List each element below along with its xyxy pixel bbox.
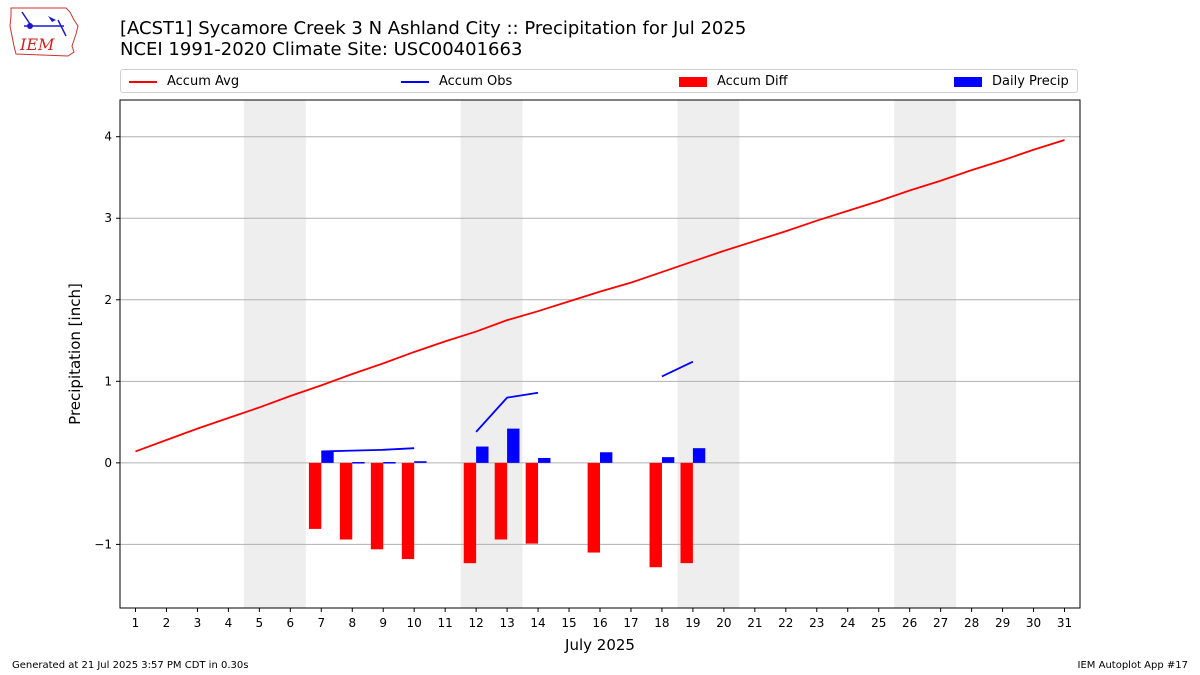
legend-label: Accum Obs bbox=[439, 74, 513, 89]
daily-precip-bar bbox=[600, 452, 613, 463]
accum-obs-line bbox=[321, 447, 415, 453]
x-axis-label: July 2025 bbox=[564, 636, 635, 654]
iem-logo: IEM bbox=[8, 6, 80, 58]
accum-diff-bar bbox=[308, 462, 322, 529]
legend-swatch bbox=[401, 80, 429, 83]
legend: Accum Avg Accum Obs Accum Diff Daily Pre… bbox=[120, 69, 1078, 93]
x-tick-label: 6 bbox=[287, 616, 295, 630]
accum-diff-bar bbox=[525, 462, 539, 544]
weekend-band bbox=[243, 100, 306, 608]
daily-precip-bar bbox=[321, 451, 334, 463]
x-tick-label: 29 bbox=[995, 616, 1010, 630]
daily-precip-bar bbox=[476, 446, 489, 463]
y-tick-label: 1 bbox=[104, 374, 112, 388]
x-tick-label: 14 bbox=[530, 616, 545, 630]
x-tick-label: 20 bbox=[716, 616, 731, 630]
x-tick-label: 9 bbox=[379, 616, 387, 630]
daily-precip-bar bbox=[692, 448, 706, 463]
daily-precip-bar bbox=[383, 462, 396, 464]
logo-text: IEM bbox=[19, 35, 55, 54]
accum-diff-bar bbox=[463, 462, 477, 564]
x-tick-label: 11 bbox=[438, 616, 453, 630]
accum-obs-line bbox=[661, 360, 694, 378]
x-tick-label: 17 bbox=[623, 616, 638, 630]
x-tick-label: 16 bbox=[592, 616, 607, 630]
x-tick-label: 24 bbox=[840, 616, 855, 630]
x-tick-label: 18 bbox=[654, 616, 669, 630]
x-tick-label: 4 bbox=[225, 616, 233, 630]
y-tick-label: 4 bbox=[104, 130, 112, 144]
y-tick-label: −1 bbox=[94, 537, 112, 551]
legend-swatch bbox=[954, 76, 982, 87]
legend-label: Accum Diff bbox=[717, 74, 788, 89]
daily-precip-bar bbox=[352, 462, 365, 464]
accum-diff-bar bbox=[494, 462, 508, 540]
x-tick-label: 23 bbox=[809, 616, 824, 630]
x-tick-label: 10 bbox=[407, 616, 422, 630]
daily-precip-bar bbox=[661, 457, 675, 463]
accum-diff-bar bbox=[339, 462, 353, 540]
x-tick-label: 26 bbox=[902, 616, 917, 630]
accum-avg-line bbox=[135, 139, 1065, 453]
daily-precip-bar bbox=[507, 428, 520, 463]
daily-precip-bar bbox=[414, 461, 427, 463]
generated-timestamp: Generated at 21 Jul 2025 3:57 PM CDT in … bbox=[12, 660, 249, 671]
lines bbox=[135, 139, 1065, 453]
accum-diff-bar bbox=[401, 462, 415, 560]
legend-item-accum-obs: Accum Obs bbox=[401, 74, 512, 90]
x-tick-label: 22 bbox=[778, 616, 793, 630]
x-tick-label: 3 bbox=[194, 616, 202, 630]
x-tick-label: 19 bbox=[685, 616, 700, 630]
legend-item-daily-precip: Daily Precip bbox=[954, 74, 1069, 90]
y-tick-label: 2 bbox=[104, 293, 112, 307]
x-tick-label: 21 bbox=[747, 616, 762, 630]
legend-label: Accum Avg bbox=[167, 74, 240, 89]
x-tick-label: 2 bbox=[163, 616, 171, 630]
title-line-2: NCEI 1991-2020 Climate Site: USC00401663 bbox=[120, 39, 523, 60]
accum-diff-bar bbox=[587, 462, 600, 553]
weekend-band bbox=[894, 100, 957, 608]
legend-item-accum-diff: Accum Diff bbox=[679, 74, 788, 90]
x-tick-label: 27 bbox=[933, 616, 948, 630]
x-tick-label: 31 bbox=[1057, 616, 1072, 630]
legend-item-accum-avg: Accum Avg bbox=[129, 74, 239, 90]
bars bbox=[308, 428, 706, 568]
legend-swatch bbox=[679, 76, 707, 87]
accum-diff-bar bbox=[649, 462, 662, 568]
y-axis-label: Precipitation [inch] bbox=[66, 283, 84, 425]
x-tick-label: 1 bbox=[132, 616, 140, 630]
accum-diff-bar bbox=[370, 462, 384, 550]
x-tick-label: 13 bbox=[499, 616, 514, 630]
legend-label: Daily Precip bbox=[992, 74, 1069, 89]
x-tick-label: 12 bbox=[468, 616, 483, 630]
x-tick-label: 30 bbox=[1026, 616, 1041, 630]
x-tick-label: 15 bbox=[561, 616, 576, 630]
accum-diff-bar bbox=[680, 462, 693, 564]
y-tick-label: 3 bbox=[104, 211, 112, 225]
legend-swatch bbox=[129, 80, 157, 83]
chart-title: [ACST1] Sycamore Creek 3 N Ashland City … bbox=[120, 18, 746, 60]
y-tick-label: 0 bbox=[104, 456, 112, 470]
app-label: IEM Autoplot App #17 bbox=[1077, 660, 1188, 671]
daily-precip-bar bbox=[538, 457, 551, 463]
accum-obs-line bbox=[475, 391, 539, 433]
x-tick-label: 28 bbox=[964, 616, 979, 630]
x-tick-label: 8 bbox=[348, 616, 356, 630]
x-tick-label: 5 bbox=[256, 616, 264, 630]
title-line-1: [ACST1] Sycamore Creek 3 N Ashland City … bbox=[120, 18, 747, 39]
x-tick-label: 7 bbox=[317, 616, 325, 630]
x-tick-label: 25 bbox=[871, 616, 886, 630]
